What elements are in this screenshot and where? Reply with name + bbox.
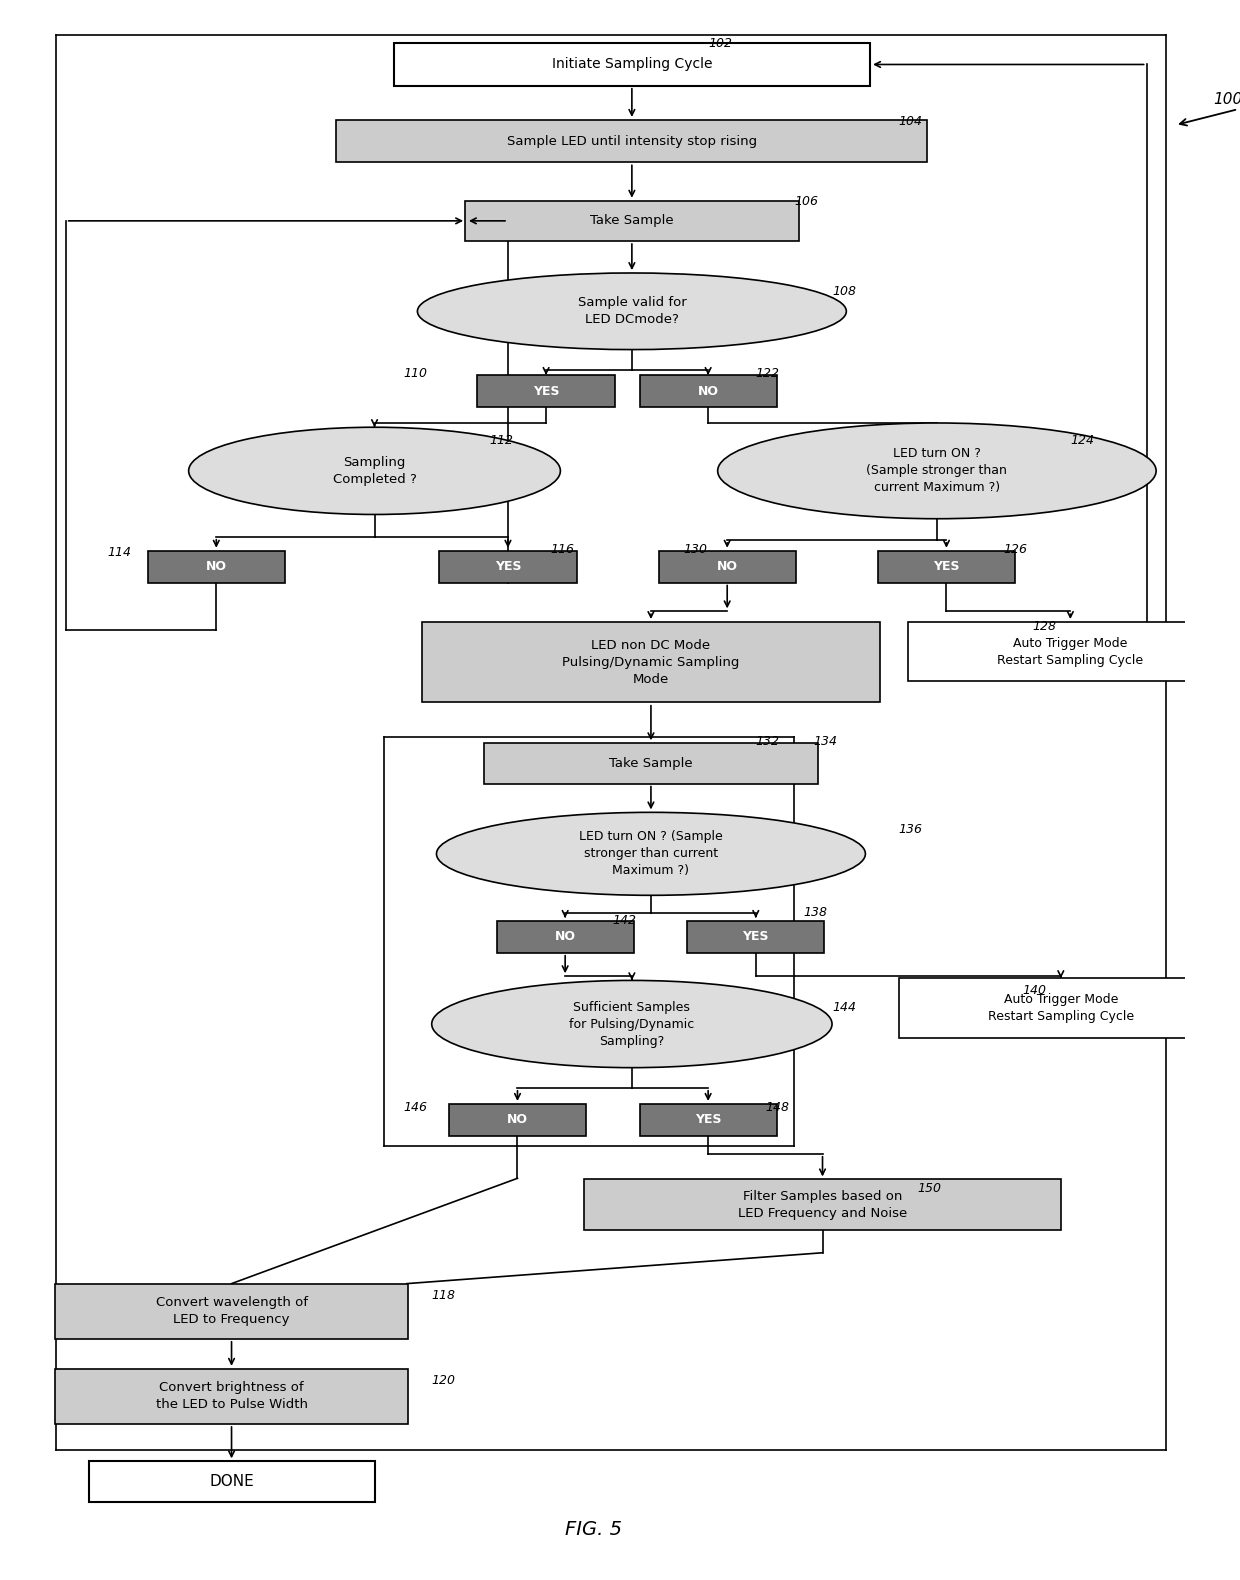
Text: 146: 146 bbox=[403, 1101, 427, 1114]
FancyBboxPatch shape bbox=[336, 120, 928, 163]
FancyBboxPatch shape bbox=[584, 1179, 1060, 1231]
Text: NO: NO bbox=[507, 1114, 528, 1127]
FancyBboxPatch shape bbox=[393, 43, 870, 85]
FancyBboxPatch shape bbox=[899, 978, 1223, 1038]
Text: 104: 104 bbox=[899, 115, 923, 128]
Text: YES: YES bbox=[533, 384, 559, 398]
FancyBboxPatch shape bbox=[484, 743, 817, 784]
FancyBboxPatch shape bbox=[496, 921, 634, 953]
FancyBboxPatch shape bbox=[908, 623, 1233, 681]
Text: LED turn ON ? (Sample
stronger than current
Maximum ?): LED turn ON ? (Sample stronger than curr… bbox=[579, 831, 723, 877]
Text: Take Sample: Take Sample bbox=[590, 215, 673, 228]
Ellipse shape bbox=[436, 812, 866, 896]
Text: 100: 100 bbox=[1213, 92, 1240, 107]
Text: Sample LED until intensity stop rising: Sample LED until intensity stop rising bbox=[507, 134, 756, 147]
Text: 114: 114 bbox=[108, 547, 131, 559]
Text: FIG. 5: FIG. 5 bbox=[565, 1520, 622, 1539]
Text: 150: 150 bbox=[918, 1182, 942, 1194]
Text: Filter Samples based on
LED Frequency and Noise: Filter Samples based on LED Frequency an… bbox=[738, 1190, 908, 1220]
Text: YES: YES bbox=[743, 931, 769, 943]
Text: Auto Trigger Mode
Restart Sampling Cycle: Auto Trigger Mode Restart Sampling Cycle bbox=[997, 637, 1143, 667]
Text: 148: 148 bbox=[765, 1101, 790, 1114]
Text: 110: 110 bbox=[403, 367, 427, 381]
Text: 102: 102 bbox=[708, 38, 732, 51]
Text: 118: 118 bbox=[432, 1289, 456, 1302]
Text: 130: 130 bbox=[683, 544, 707, 556]
Text: 144: 144 bbox=[832, 1002, 856, 1014]
Text: 122: 122 bbox=[756, 367, 780, 381]
FancyBboxPatch shape bbox=[88, 1462, 374, 1501]
Text: 126: 126 bbox=[1003, 544, 1028, 556]
Text: Initiate Sampling Cycle: Initiate Sampling Cycle bbox=[552, 57, 712, 71]
Text: 106: 106 bbox=[794, 194, 818, 209]
FancyBboxPatch shape bbox=[56, 1283, 408, 1338]
Ellipse shape bbox=[418, 273, 847, 349]
Text: 142: 142 bbox=[613, 915, 637, 927]
Text: Take Sample: Take Sample bbox=[609, 757, 693, 769]
Ellipse shape bbox=[718, 423, 1156, 518]
Text: Sufficient Samples
for Pulsing/Dynamic
Sampling?: Sufficient Samples for Pulsing/Dynamic S… bbox=[569, 1000, 694, 1048]
FancyBboxPatch shape bbox=[449, 1104, 587, 1136]
FancyBboxPatch shape bbox=[148, 551, 285, 583]
Text: 112: 112 bbox=[489, 435, 513, 447]
Text: NO: NO bbox=[206, 559, 227, 574]
Text: 136: 136 bbox=[899, 823, 923, 836]
Text: 138: 138 bbox=[804, 905, 827, 918]
FancyBboxPatch shape bbox=[477, 374, 615, 408]
Text: NO: NO bbox=[554, 931, 575, 943]
Text: YES: YES bbox=[694, 1114, 722, 1127]
Text: Auto Trigger Mode
Restart Sampling Cycle: Auto Trigger Mode Restart Sampling Cycle bbox=[988, 994, 1133, 1024]
FancyBboxPatch shape bbox=[56, 1368, 408, 1424]
Text: Sample valid for
LED DCmode?: Sample valid for LED DCmode? bbox=[578, 297, 686, 327]
Text: 134: 134 bbox=[813, 735, 837, 749]
Text: Convert wavelength of
LED to Frequency: Convert wavelength of LED to Frequency bbox=[155, 1296, 308, 1326]
Text: YES: YES bbox=[495, 559, 521, 574]
Text: Sampling
Completed ?: Sampling Completed ? bbox=[332, 457, 417, 487]
Text: 132: 132 bbox=[756, 735, 780, 749]
Ellipse shape bbox=[188, 427, 560, 515]
Text: LED turn ON ?
(Sample stronger than
current Maximum ?): LED turn ON ? (Sample stronger than curr… bbox=[867, 447, 1007, 495]
FancyBboxPatch shape bbox=[687, 921, 825, 953]
Text: NO: NO bbox=[698, 384, 719, 398]
FancyBboxPatch shape bbox=[439, 551, 577, 583]
Text: 128: 128 bbox=[1032, 621, 1056, 634]
Text: 140: 140 bbox=[1023, 984, 1047, 997]
FancyBboxPatch shape bbox=[422, 623, 879, 702]
Text: 124: 124 bbox=[1070, 435, 1095, 447]
Text: DONE: DONE bbox=[210, 1474, 254, 1488]
Text: YES: YES bbox=[934, 559, 960, 574]
FancyBboxPatch shape bbox=[658, 551, 796, 583]
FancyBboxPatch shape bbox=[640, 1104, 776, 1136]
FancyBboxPatch shape bbox=[878, 551, 1016, 583]
Text: 116: 116 bbox=[549, 544, 574, 556]
Text: LED non DC Mode
Pulsing/Dynamic Sampling
Mode: LED non DC Mode Pulsing/Dynamic Sampling… bbox=[562, 638, 739, 686]
Text: 108: 108 bbox=[832, 286, 856, 299]
FancyBboxPatch shape bbox=[465, 201, 799, 242]
Text: Convert brightness of
the LED to Pulse Width: Convert brightness of the LED to Pulse W… bbox=[155, 1381, 308, 1411]
Ellipse shape bbox=[432, 981, 832, 1068]
Text: NO: NO bbox=[717, 559, 738, 574]
Text: 120: 120 bbox=[432, 1373, 456, 1387]
FancyBboxPatch shape bbox=[640, 374, 776, 408]
